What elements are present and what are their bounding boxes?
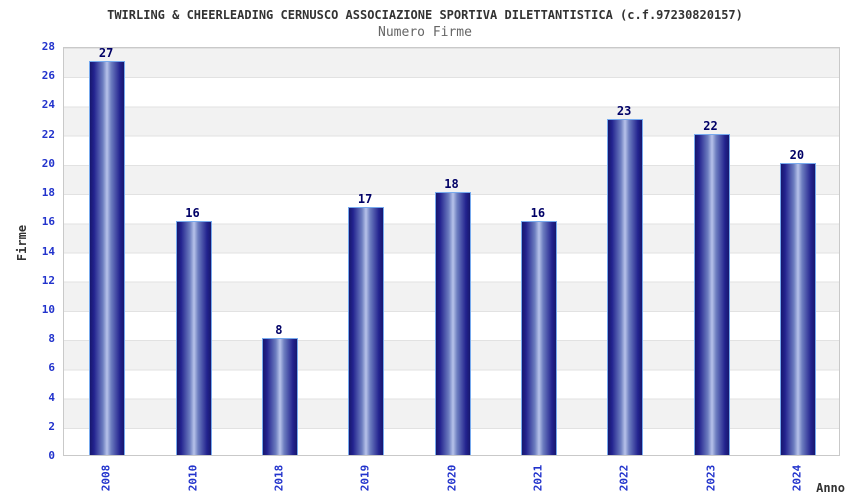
y-tick-label: 22 xyxy=(41,127,55,141)
bar-value-label: 16 xyxy=(185,206,200,221)
x-tick-label: 2021 xyxy=(531,464,545,492)
y-tick-label: 0 xyxy=(48,449,55,462)
x-tick-label: 2010 xyxy=(186,464,199,492)
bar-value-label: 22 xyxy=(703,118,718,133)
bar-value-label: 23 xyxy=(616,104,632,119)
plot-area xyxy=(63,47,840,456)
bar-value-label: 27 xyxy=(98,45,114,60)
bar-2024[interactable] xyxy=(779,162,816,455)
bar-2020[interactable] xyxy=(434,192,471,455)
bar-value-label: 18 xyxy=(444,177,459,192)
bar-value-label: 17 xyxy=(357,191,373,206)
x-tick-label: 2008 xyxy=(99,464,113,492)
x-tick-label: 2022 xyxy=(617,464,631,492)
y-tick-label: 8 xyxy=(48,332,55,346)
bar-2023[interactable] xyxy=(693,133,730,455)
x-tick-label: 2018 xyxy=(272,464,286,492)
y-tick-label: 12 xyxy=(41,273,55,287)
y-tick-label: 26 xyxy=(41,69,55,83)
bar-value-label: 16 xyxy=(530,206,546,221)
x-axis-title: Anno xyxy=(816,481,845,495)
y-tick-label: 18 xyxy=(41,186,55,200)
y-tick-label: 14 xyxy=(41,244,55,258)
bar-2018[interactable] xyxy=(261,338,298,455)
x-tick-label: 2019 xyxy=(358,464,372,492)
y-tick-label: 6 xyxy=(48,361,55,375)
y-tick-label: 16 xyxy=(41,215,55,229)
bar-value-label: 8 xyxy=(275,323,283,338)
bar-2021[interactable] xyxy=(520,221,557,455)
chart-title: TWIRLING & CHEERLEADING CERNUSCO ASSOCIA… xyxy=(107,8,743,22)
y-tick-label: 20 xyxy=(41,156,55,170)
x-tick-label: 2023 xyxy=(704,464,717,492)
y-tick-label: 2 xyxy=(48,419,55,433)
chart-subtitle: Numero Firme xyxy=(378,25,472,40)
bar-2022[interactable] xyxy=(607,119,644,455)
bar-2010[interactable] xyxy=(175,221,212,455)
y-tick-label: 4 xyxy=(48,390,55,404)
y-tick-label: 28 xyxy=(41,40,55,53)
y-tick-label: 24 xyxy=(41,98,55,112)
y-axis-title: Firme xyxy=(15,224,29,262)
y-tick-label: 10 xyxy=(41,302,55,316)
bar-value-label: 20 xyxy=(789,147,805,162)
bar-2019[interactable] xyxy=(348,206,385,455)
bar-2008[interactable] xyxy=(89,60,126,455)
x-tick-label: 2020 xyxy=(445,464,458,492)
x-tick-label: 2024 xyxy=(790,464,804,492)
